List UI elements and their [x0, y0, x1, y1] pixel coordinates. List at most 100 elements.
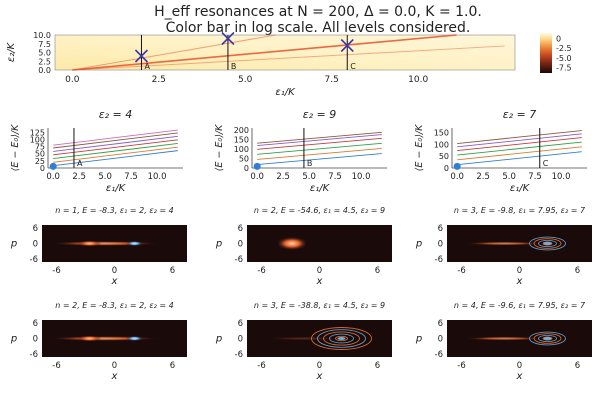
husimi-core [543, 242, 552, 245]
husimi-band [464, 336, 545, 341]
husimi-ytick: 6 [33, 319, 38, 329]
husimi-band [49, 336, 160, 341]
colorbar-tick: -5.0 [556, 54, 572, 63]
husimi-ring-5 [311, 327, 372, 350]
husimi-xtick: 6 [575, 361, 580, 371]
level-panel-3: ε₂ = 7 C 0.0 2.5 5.0 7.5 10.0 0 50 100 150 ε₁/K ⟨E −… [414, 108, 587, 194]
husimi-ring-3 [533, 238, 562, 249]
heatmap-panel: A B C0.0 2.5 5.0 7.5 10.00.02.55.07.510.0ε₁/Kε… [6, 31, 572, 98]
level-xtick: 7.5 [124, 172, 138, 182]
level-ytick: 125 [30, 128, 45, 137]
level-line-2 [457, 146, 582, 161]
heatmap-marker-C [340, 38, 354, 53]
level-ylabel: ⟨E − E₀⟩/K [414, 124, 425, 171]
husimi-lobe-warm [77, 335, 102, 342]
heatmap-marker-B [221, 31, 235, 46]
husimi-ytick: 0 [33, 240, 38, 250]
ground-level-point [49, 162, 57, 170]
husimi-title: n = 2, E = -8.3, ε₁ = 2, ε₂ = 4 [55, 301, 173, 310]
husimi-ylabel: p [10, 239, 17, 250]
husimi-ylabel: p [415, 239, 422, 250]
heatmap-marker-label-C: C [350, 62, 356, 71]
husimi-xlabel: x [111, 276, 118, 287]
level-line-4 [257, 137, 382, 150]
husimi-xlabel: x [316, 371, 323, 382]
level-panel-title: ε₂ = 4 [99, 108, 133, 121]
husimi-xtick: 0 [112, 361, 117, 371]
husimi-band [264, 336, 345, 341]
husimi-blob [276, 236, 308, 251]
husimi-ylabel: p [215, 239, 222, 250]
ground-level-point [253, 162, 261, 170]
level-xlabel: ε₁/K [106, 183, 127, 194]
husimi-ytick: -6 [30, 350, 38, 360]
husimi-ring-1 [335, 335, 348, 342]
husimi-ring-4 [529, 236, 566, 251]
level-marker-label-C: C [543, 159, 549, 168]
husimi-xtick: 0 [317, 266, 322, 276]
husimi-xtick: 6 [375, 361, 380, 371]
husimi-ylabel: p [10, 334, 17, 345]
husimi-ytick: 6 [33, 224, 38, 234]
husimi-ytick: 6 [438, 319, 443, 329]
colorbar-tick: -7.5 [556, 63, 572, 72]
level-marker-label-B: B [307, 159, 313, 168]
husimi-ring-3 [533, 333, 562, 344]
husimi-title: n = 4, E = -9.6, ε₁ = 7.95, ε₂ = 7 [454, 301, 586, 310]
husimi-ring-1 [542, 336, 553, 341]
level-xlabel: ε₁/K [510, 183, 531, 194]
level-marker-label-A: A [77, 159, 83, 168]
level-line-5 [457, 133, 582, 148]
husimi-ylabel: p [415, 334, 422, 345]
husimi-ring-4 [529, 331, 566, 346]
level-xlabel: ε₁/K [310, 183, 331, 194]
husimi-panel-5: n = 3, E = -38.8, ε₁ = 4.5, ε₂ = 9 -6 0 6 6 0… [215, 301, 392, 382]
husimi-ring-2 [538, 239, 557, 248]
level-xtick: 5.0 [502, 172, 516, 182]
husimi-distribution [464, 236, 566, 251]
heatmap-ridge-3 [72, 45, 505, 71]
husimi-core [337, 337, 346, 340]
husimi-xtick: -6 [52, 266, 60, 276]
level-ytick: 150 [234, 135, 249, 144]
husimi-ytick: 6 [238, 319, 243, 329]
figure-title-line1: H_eff resonances at N = 200, Δ = 0.0, K … [154, 4, 482, 20]
heatmap-ytick: 5.0 [38, 49, 51, 58]
level-line-1 [257, 153, 382, 166]
husimi-ytick: -6 [435, 350, 443, 360]
husimi-ring-4 [317, 329, 366, 348]
husimi-xlabel: x [516, 276, 523, 287]
husimi-xtick: 6 [375, 266, 380, 276]
heatmap-ylabel: ε₂/K [6, 41, 17, 62]
husimi-xtick: 6 [170, 266, 175, 276]
level-xtick: 7.5 [528, 172, 542, 182]
level-ytick: 0 [444, 164, 449, 173]
husimi-ring-2 [329, 333, 354, 344]
level-line-2 [257, 148, 382, 160]
level-xtick: 2.5 [476, 172, 490, 182]
husimi-title: n = 1, E = -8.3, ε₁ = 2, ε₂ = 4 [55, 206, 173, 215]
level-line-3 [457, 141, 582, 156]
husimi-panel-2: n = 2, E = -54.6, ε₁ = 4.5, ε₂ = 9 -6 0 6 6 0… [215, 206, 392, 287]
level-line-5 [257, 134, 382, 146]
husimi-ring-1 [542, 241, 553, 246]
husimi-xtick: -6 [457, 266, 465, 276]
heatmap-ytick: 0.0 [38, 66, 51, 75]
level-line-6 [257, 131, 382, 144]
level-ylabel: ⟨E − E₀⟩/K [10, 124, 21, 171]
husimi-title: n = 3, E = -9.8, ε₁ = 7.95, ε₂ = 7 [454, 206, 586, 215]
husimi-ytick: 0 [438, 335, 443, 345]
husimi-ring-2 [538, 334, 557, 343]
husimi-ytick: 6 [238, 224, 243, 234]
level-panel-title: ε₂ = 7 [503, 108, 537, 121]
husimi-lobe-cool [126, 241, 143, 246]
heatmap-ytick: 2.5 [38, 57, 51, 66]
husimi-xtick: -6 [257, 361, 265, 371]
heatmap-marker-label-B: B [231, 62, 237, 71]
husimi-distribution [49, 240, 160, 247]
level-xtick: 10.0 [552, 172, 571, 182]
husimi-ytick: -6 [235, 255, 243, 265]
